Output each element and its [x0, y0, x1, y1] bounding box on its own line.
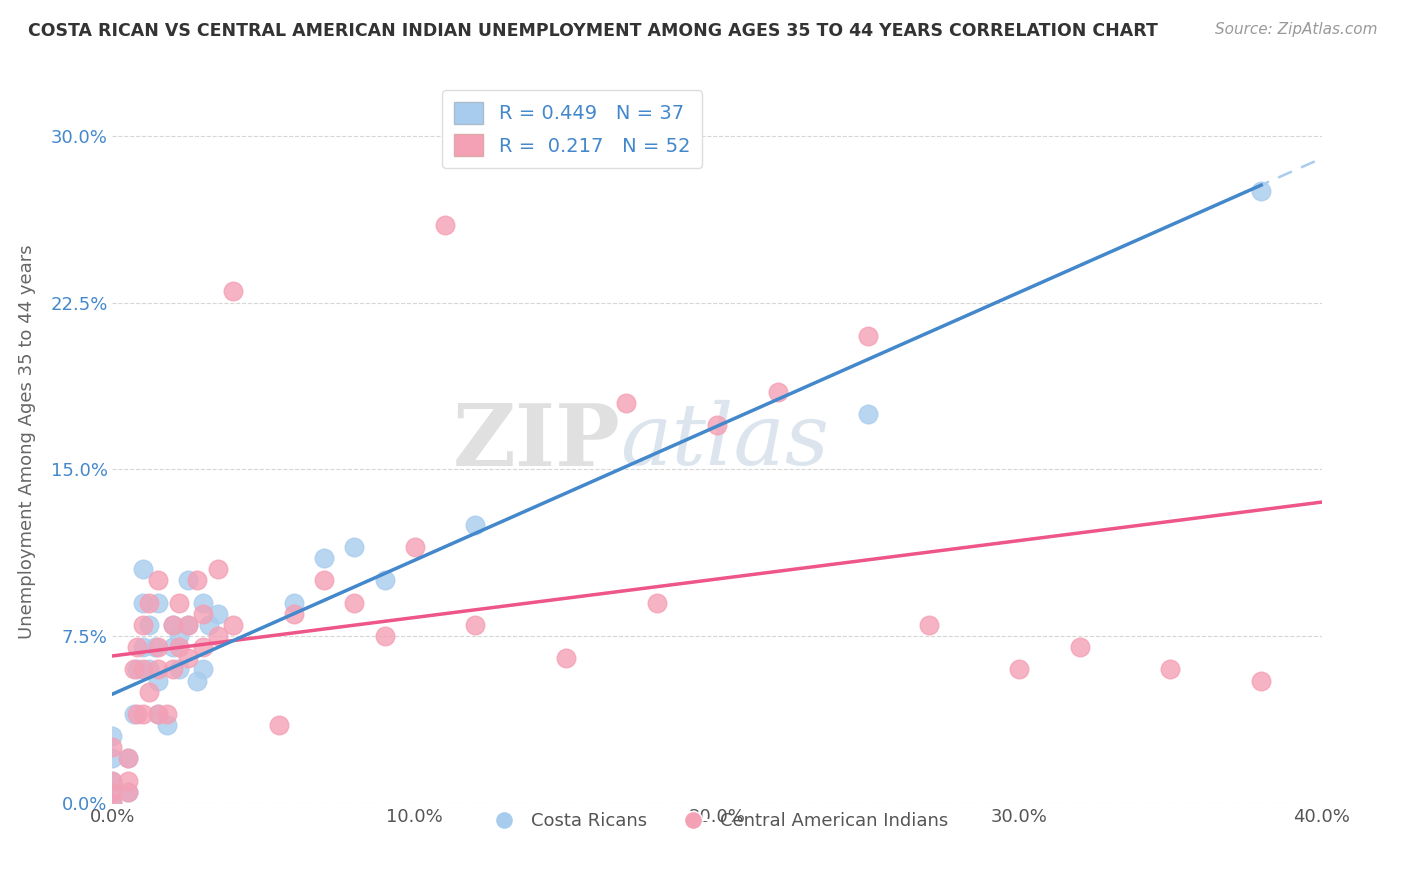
Point: [207, 607, 229, 621]
Point: [167, 596, 190, 610]
Text: COSTA RICAN VS CENTRAL AMERICAN INDIAN UNEMPLOYMENT AMONG AGES 35 TO 44 YEARS CO: COSTA RICAN VS CENTRAL AMERICAN INDIAN U…: [28, 22, 1159, 40]
Point: [267, 718, 290, 732]
Point: [1159, 662, 1181, 676]
Point: [222, 618, 245, 632]
Point: [464, 517, 486, 532]
Point: [125, 662, 148, 676]
Point: [554, 651, 576, 665]
Point: [177, 618, 200, 632]
Point: [433, 218, 456, 232]
Point: [404, 540, 426, 554]
Point: [101, 773, 124, 788]
Point: [177, 618, 200, 632]
Point: [1250, 673, 1272, 688]
Point: [132, 562, 155, 576]
Point: [146, 662, 169, 676]
Point: [138, 596, 160, 610]
Point: [132, 706, 155, 721]
Point: [156, 718, 179, 732]
Point: [374, 574, 396, 588]
Point: [191, 640, 214, 655]
Point: [167, 629, 190, 643]
Point: [146, 673, 169, 688]
Point: [138, 684, 160, 698]
Point: [918, 618, 941, 632]
Point: [132, 596, 155, 610]
Point: [856, 407, 880, 421]
Point: [207, 629, 229, 643]
Point: [162, 662, 184, 676]
Point: [146, 596, 169, 610]
Point: [186, 673, 208, 688]
Point: [222, 285, 245, 299]
Point: [156, 706, 179, 721]
Text: Source: ZipAtlas.com: Source: ZipAtlas.com: [1215, 22, 1378, 37]
Point: [101, 773, 124, 788]
Point: [122, 706, 145, 721]
Point: [162, 618, 184, 632]
Point: [314, 551, 336, 566]
Point: [138, 618, 160, 632]
Point: [198, 618, 221, 632]
Point: [117, 751, 139, 765]
Point: [706, 417, 728, 432]
Point: [146, 574, 169, 588]
Point: [146, 706, 169, 721]
Point: [162, 618, 184, 632]
Point: [117, 773, 139, 788]
Point: [616, 395, 638, 409]
Point: [191, 596, 214, 610]
Point: [314, 574, 336, 588]
Point: [117, 785, 139, 799]
Point: [125, 706, 148, 721]
Point: [162, 640, 184, 655]
Point: [146, 706, 169, 721]
Point: [1250, 185, 1272, 199]
Point: [132, 618, 155, 632]
Text: ZIP: ZIP: [453, 400, 620, 483]
Y-axis label: Unemployment Among Ages 35 to 44 years: Unemployment Among Ages 35 to 44 years: [18, 244, 37, 639]
Point: [1069, 640, 1091, 655]
Point: [101, 796, 124, 810]
Point: [374, 629, 396, 643]
Point: [283, 607, 305, 621]
Point: [143, 640, 166, 655]
Point: [101, 785, 124, 799]
Point: [343, 596, 366, 610]
Point: [167, 640, 190, 655]
Point: [283, 596, 305, 610]
Point: [464, 618, 486, 632]
Point: [117, 751, 139, 765]
Point: [207, 562, 229, 576]
Point: [125, 640, 148, 655]
Legend: Costa Ricans, Central American Indians: Costa Ricans, Central American Indians: [479, 805, 955, 837]
Point: [645, 596, 668, 610]
Point: [191, 662, 214, 676]
Point: [146, 640, 169, 655]
Point: [167, 662, 190, 676]
Point: [101, 785, 124, 799]
Point: [132, 662, 155, 676]
Point: [101, 729, 124, 743]
Point: [138, 662, 160, 676]
Text: atlas: atlas: [620, 401, 830, 483]
Point: [117, 785, 139, 799]
Point: [343, 540, 366, 554]
Point: [101, 740, 124, 755]
Point: [122, 662, 145, 676]
Point: [177, 651, 200, 665]
Point: [191, 607, 214, 621]
Point: [177, 574, 200, 588]
Point: [132, 640, 155, 655]
Point: [856, 329, 880, 343]
Point: [1008, 662, 1031, 676]
Point: [186, 574, 208, 588]
Point: [101, 796, 124, 810]
Point: [766, 384, 789, 399]
Point: [101, 751, 124, 765]
